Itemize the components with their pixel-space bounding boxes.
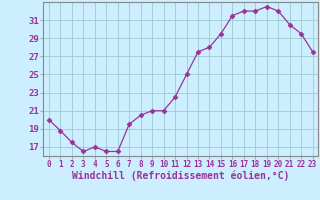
X-axis label: Windchill (Refroidissement éolien,°C): Windchill (Refroidissement éolien,°C) — [72, 171, 290, 181]
